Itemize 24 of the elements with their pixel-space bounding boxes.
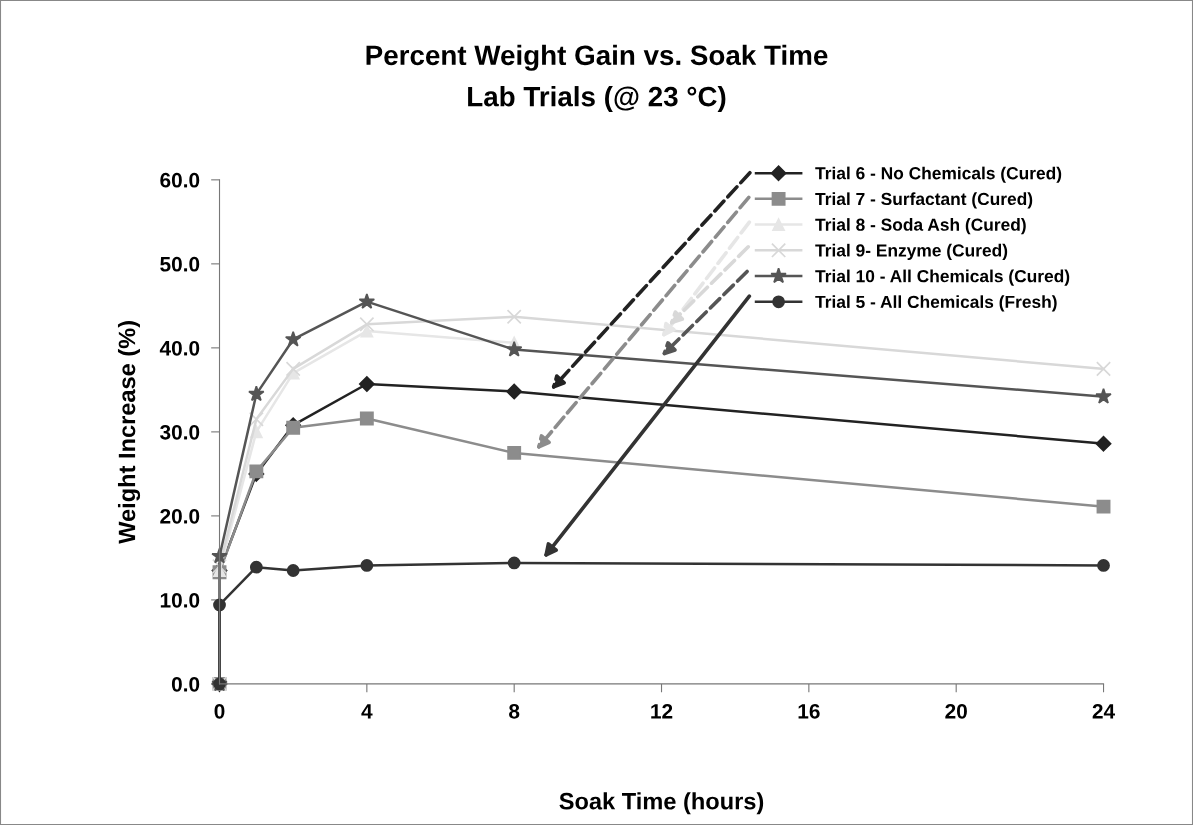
legend-label: Trial 7 - Surfactant (Cured) xyxy=(815,192,1033,209)
y-tick-label: 50.0 xyxy=(160,256,200,272)
x-axis-title: Soak Time (hours) xyxy=(559,792,764,815)
y-tick-label: 60.0 xyxy=(160,172,200,188)
y-tick-label: 10.0 xyxy=(160,592,200,608)
chart-subtitle: Lab Trials (@ 23 °C) xyxy=(468,86,726,112)
x-tick-label: 0 xyxy=(214,703,225,719)
y-axis-title: Weight Increase (%) xyxy=(117,321,141,544)
x-tick-label: 4 xyxy=(361,704,373,719)
y-tick-label: 20.0 xyxy=(160,508,200,524)
x-tick-label: 24 xyxy=(1092,703,1115,719)
x-tick-label: 20 xyxy=(945,703,967,719)
y-tick-label: 40.0 xyxy=(159,340,200,356)
x-tick-label: 8 xyxy=(509,703,520,719)
x-tick-label: 16 xyxy=(798,703,820,719)
legend-label: Trial 10 - All Chemicals (Cured) xyxy=(815,269,1070,286)
legend-label: Trial 6 - No Chemicals (Cured) xyxy=(815,166,1062,183)
legend-label: Trial 5 - All Chemicals (Fresh) xyxy=(815,295,1057,312)
y-tick-label: 30.0 xyxy=(160,424,200,440)
legend-label: Trial 9- Enzyme (Cured) xyxy=(815,243,1008,261)
legend-label: Trial 8 - Soda Ash (Cured) xyxy=(815,218,1026,235)
chart-title: Percent Weight Gain vs. Soak Time xyxy=(366,44,828,71)
x-tick-label: 12 xyxy=(651,703,673,719)
y-tick-label: 0.0 xyxy=(171,676,200,692)
